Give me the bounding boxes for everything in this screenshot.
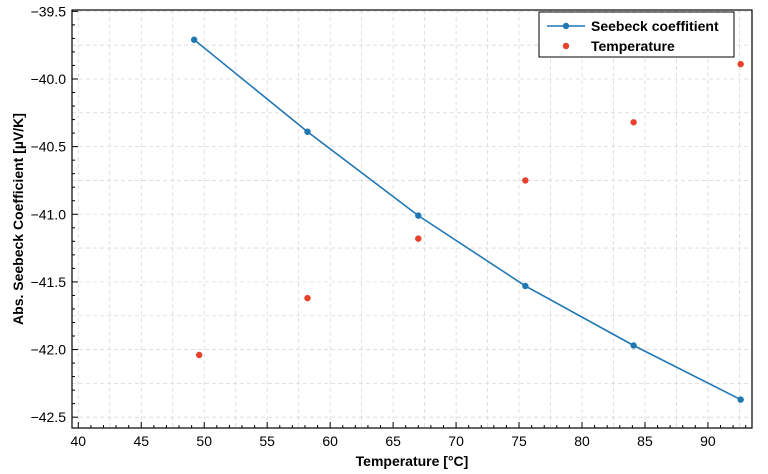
data-point: [630, 119, 637, 126]
y-tick-label: −41.5: [31, 274, 67, 290]
grid: [72, 10, 752, 428]
y-tick-label: −41.0: [31, 206, 67, 222]
y-tick-label: −42.5: [31, 409, 67, 425]
x-tick-label: 45: [133, 433, 149, 449]
x-tick-label: 60: [322, 433, 338, 449]
data-point: [304, 294, 311, 302]
legend-label-temperature: Temperature: [591, 38, 675, 54]
legend-label-seebeck: Seebeck coeffitient: [591, 18, 719, 34]
axis-ticks: 40 45 50 55 60 65 70 75 80 85 90 −39.5 −40.0 −40.5 −41…: [31, 3, 747, 449]
data-point: [630, 342, 637, 349]
data-point: [737, 60, 744, 68]
y-tick-label: −42.0: [31, 342, 67, 358]
x-tick-label: 70: [448, 433, 464, 449]
y-tick-label: −40.0: [31, 71, 67, 87]
data-point: [415, 235, 422, 242]
x-tick-label: 55: [259, 433, 275, 449]
series-seebeck: [190, 36, 744, 403]
y-axis-title: Abs. Seebeck Coefficient [µV/K]: [10, 113, 26, 325]
data-point: [304, 128, 311, 135]
x-tick-label: 50: [196, 433, 212, 449]
data-point: [522, 177, 529, 184]
data-point: [737, 396, 744, 403]
series-line: [193, 39, 742, 401]
x-tick-label: 65: [385, 433, 401, 449]
plot-area-frame: [71, 9, 753, 429]
y-tick-label: −40.5: [31, 139, 67, 155]
data-point: [190, 36, 198, 43]
x-tick-label: 85: [637, 433, 653, 449]
y-tick-label: −39.5: [31, 3, 67, 19]
legend-box: [538, 11, 735, 58]
data-point: [415, 212, 422, 219]
legend-marker-seebeck: [562, 22, 570, 30]
x-axis-title: Temperature [°C]: [356, 453, 469, 469]
series-layer: [190, 36, 744, 403]
x-tick-label: 80: [574, 433, 590, 449]
x-tick-label: 75: [511, 433, 527, 449]
data-point: [195, 351, 203, 359]
series-temperature: [195, 60, 744, 359]
legend: Seebeck coeffitient Temperature: [538, 11, 735, 58]
x-tick-label: 90: [700, 433, 716, 449]
legend-marker-temperature: [562, 42, 570, 50]
x-tick-label: 40: [71, 433, 87, 449]
data-point: [522, 282, 529, 290]
